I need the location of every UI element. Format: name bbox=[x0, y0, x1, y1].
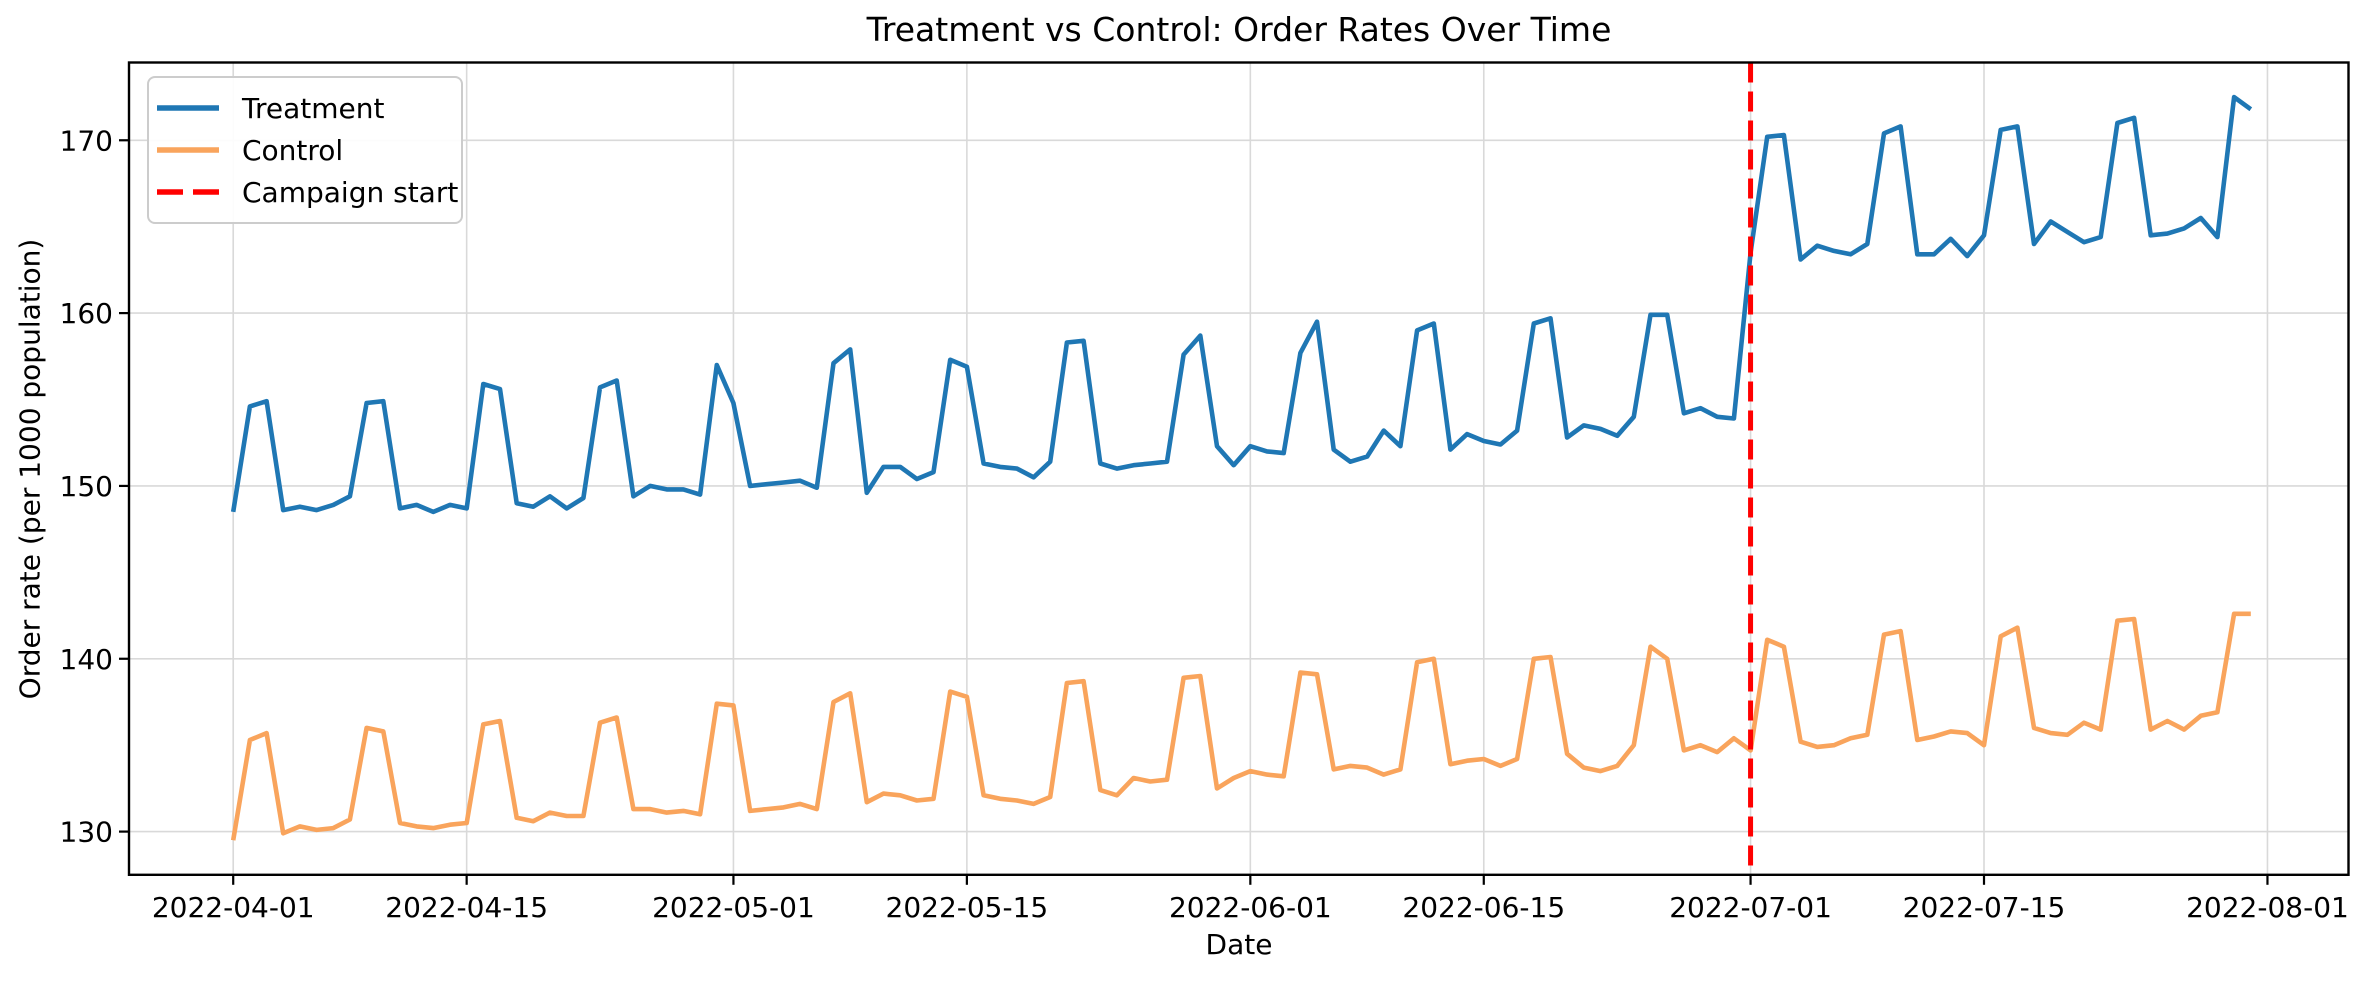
x-axis-label: Date bbox=[1205, 928, 1273, 961]
y-tick-label: 140 bbox=[60, 643, 113, 676]
y-tick-label: 160 bbox=[60, 297, 113, 330]
y-axis-label: Order rate (per 1000 population) bbox=[13, 238, 47, 700]
legend-label-control: Control bbox=[242, 133, 344, 167]
x-tick-label: 2022-06-01 bbox=[1169, 891, 1332, 924]
x-tick-label: 2022-04-15 bbox=[385, 891, 548, 924]
x-tick-label: 2022-07-15 bbox=[1903, 891, 2066, 924]
treatment-line bbox=[230, 94, 2253, 515]
legend-item-campaign-start: Campaign start bbox=[156, 171, 458, 213]
campaign-start-dash-swatch-icon bbox=[157, 189, 219, 195]
x-tick-label: 2022-05-15 bbox=[886, 891, 1049, 924]
legend-label-treatment: Treatment bbox=[242, 91, 385, 125]
x-tick-label: 2022-08-01 bbox=[2186, 891, 2349, 924]
y-tick-label: 130 bbox=[60, 816, 113, 849]
y-tick-label: 150 bbox=[60, 470, 113, 503]
treatment-line-swatch-icon bbox=[157, 105, 219, 111]
legend: Treatment Control Campaign start bbox=[147, 76, 463, 224]
control-line-swatch-icon bbox=[157, 147, 219, 153]
y-tick-label: 170 bbox=[60, 124, 113, 157]
x-tick-label: 2022-07-01 bbox=[1669, 891, 1832, 924]
chart-title: Treatment vs Control: Order Rates Over T… bbox=[866, 10, 1612, 49]
axes-spines bbox=[127, 61, 2350, 876]
legend-item-treatment: Treatment bbox=[156, 87, 449, 129]
x-tick-label: 2022-04-01 bbox=[152, 891, 315, 924]
x-tick-label: 2022-05-01 bbox=[652, 891, 815, 924]
legend-label-campaign-start: Campaign start bbox=[242, 175, 459, 209]
legend-item-control: Control bbox=[156, 129, 449, 171]
control-line bbox=[230, 611, 2251, 841]
x-tick-label: 2022-06-15 bbox=[1402, 891, 1565, 924]
